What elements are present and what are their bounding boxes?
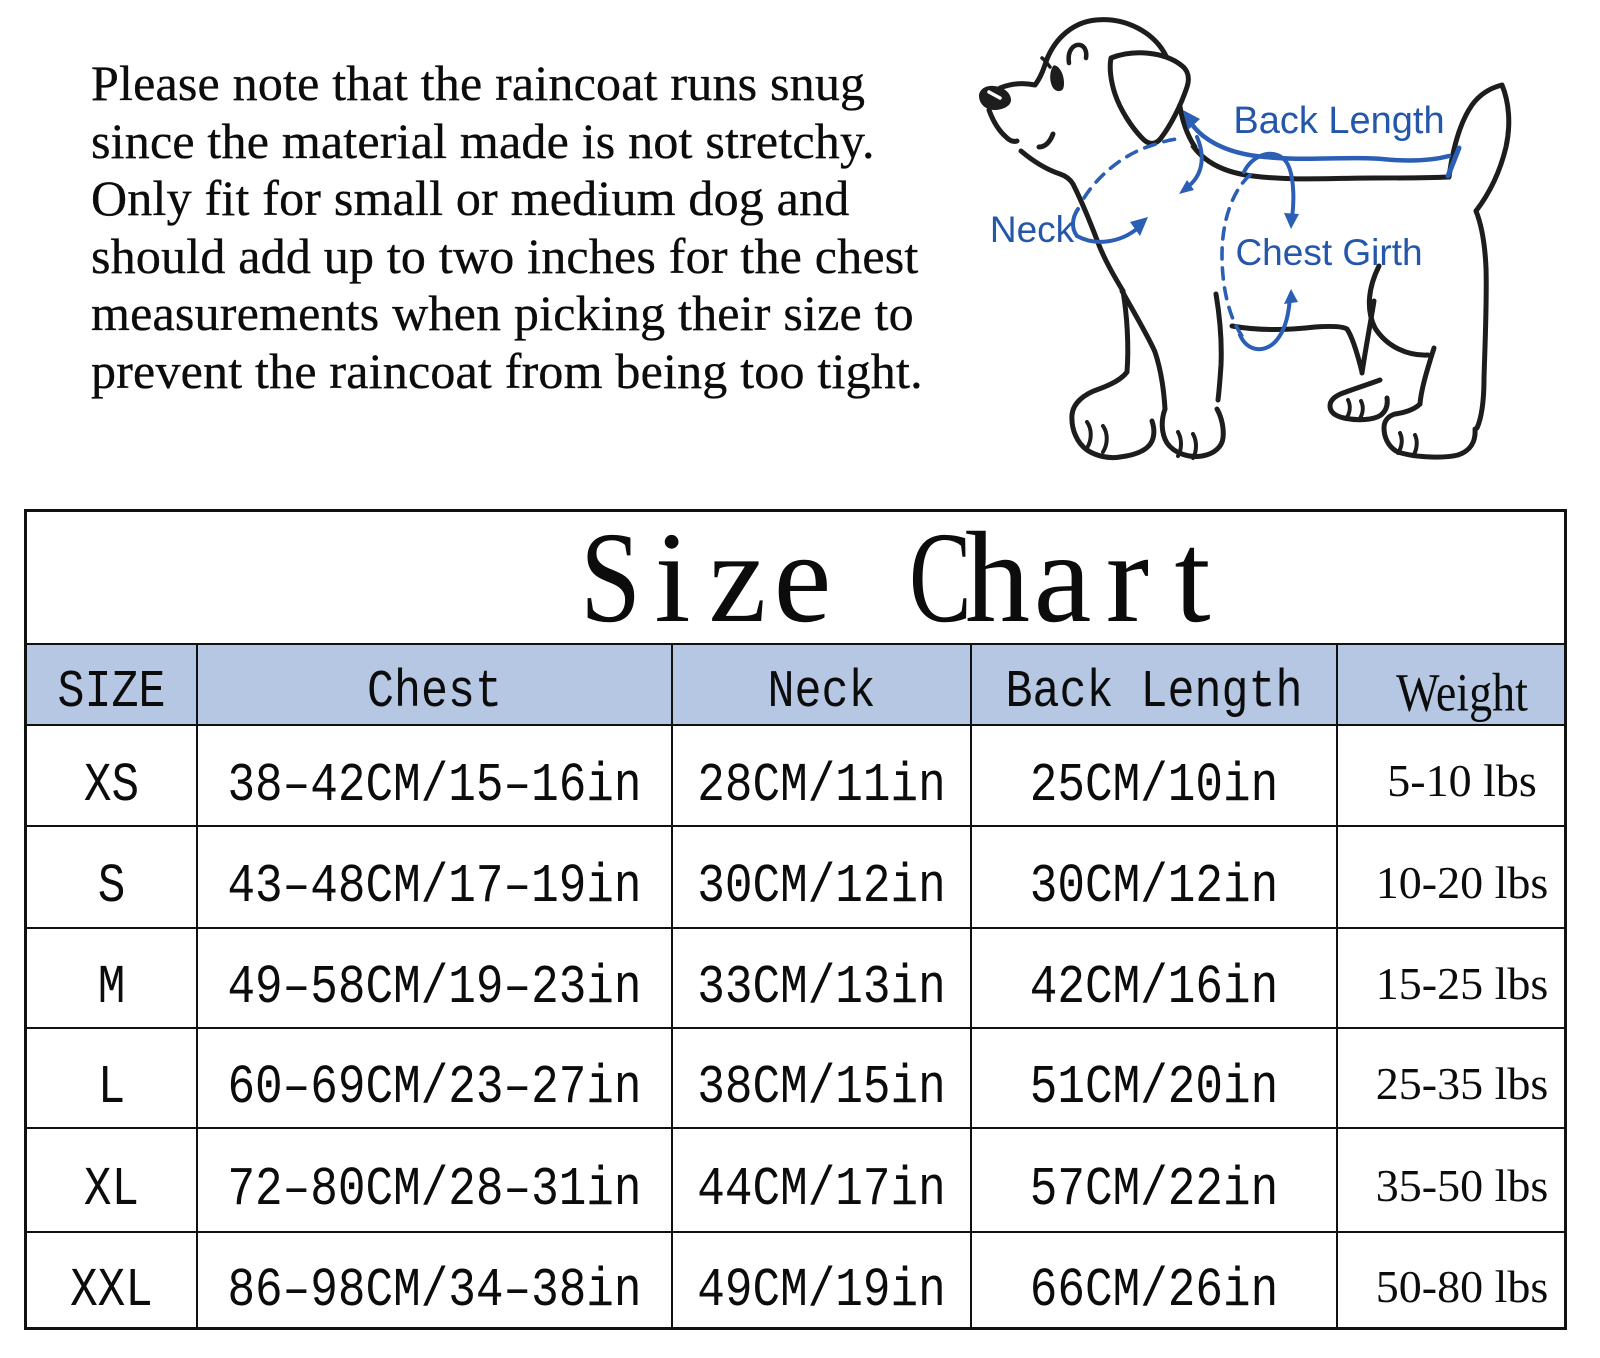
svg-text:Neck: Neck bbox=[990, 209, 1075, 250]
svg-text:Chest Girth: Chest Girth bbox=[1235, 232, 1422, 273]
svg-text:Back Length: Back Length bbox=[1233, 100, 1444, 142]
